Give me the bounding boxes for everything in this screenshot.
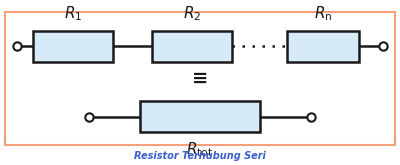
Text: $R_2$: $R_2$: [183, 4, 201, 23]
FancyBboxPatch shape: [33, 31, 113, 62]
Text: ≡: ≡: [192, 69, 208, 88]
Text: $R_\mathrm{tot}$: $R_\mathrm{tot}$: [186, 140, 214, 159]
FancyBboxPatch shape: [152, 31, 232, 62]
Text: Resistor Terhubung Seri: Resistor Terhubung Seri: [134, 151, 266, 161]
FancyBboxPatch shape: [5, 12, 395, 145]
FancyBboxPatch shape: [287, 31, 359, 62]
Text: $R_\mathrm{n}$: $R_\mathrm{n}$: [314, 4, 332, 23]
FancyBboxPatch shape: [140, 101, 260, 132]
Text: $R_1$: $R_1$: [64, 4, 82, 23]
